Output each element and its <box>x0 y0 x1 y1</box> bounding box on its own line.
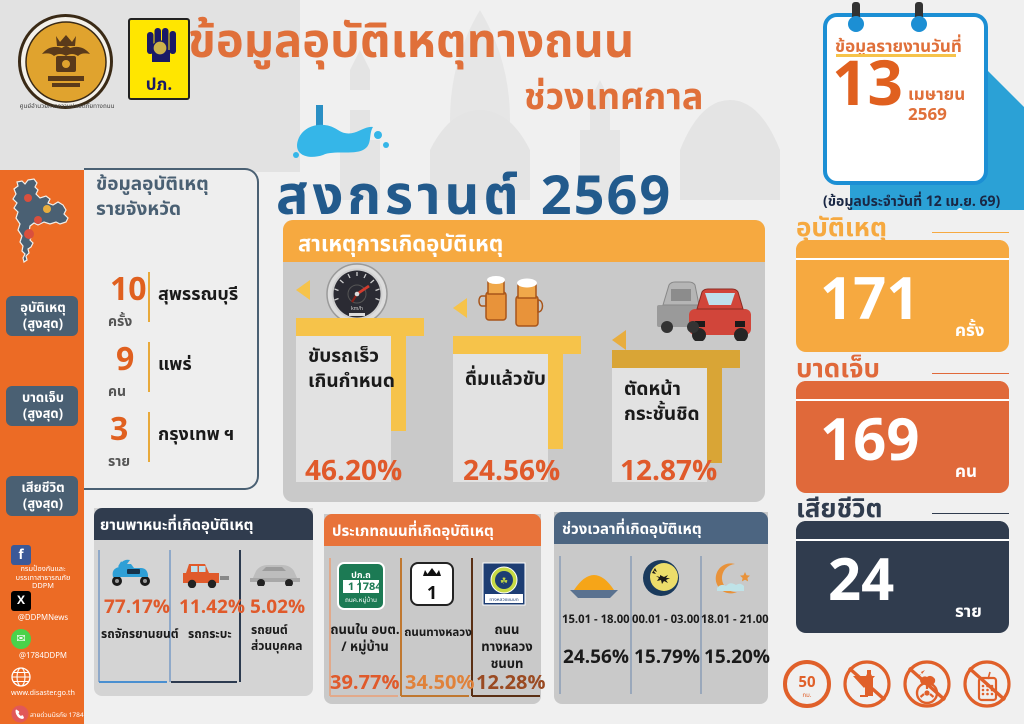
svg-text:1784: 1784 <box>356 578 382 595</box>
svg-text:ถนค.หมู่บ้าน: ถนค.หมู่บ้าน <box>345 595 377 605</box>
svg-text:กม.: กม. <box>803 691 812 700</box>
svg-text:1: 1 <box>348 578 354 595</box>
svg-text:km/h: km/h <box>351 306 363 312</box>
svg-text:☘: ☘ <box>500 575 508 589</box>
svg-text:ทางหลวงชนบท: ทางหลวงชนบท <box>489 597 518 604</box>
svg-text:1: 1 <box>427 581 437 606</box>
